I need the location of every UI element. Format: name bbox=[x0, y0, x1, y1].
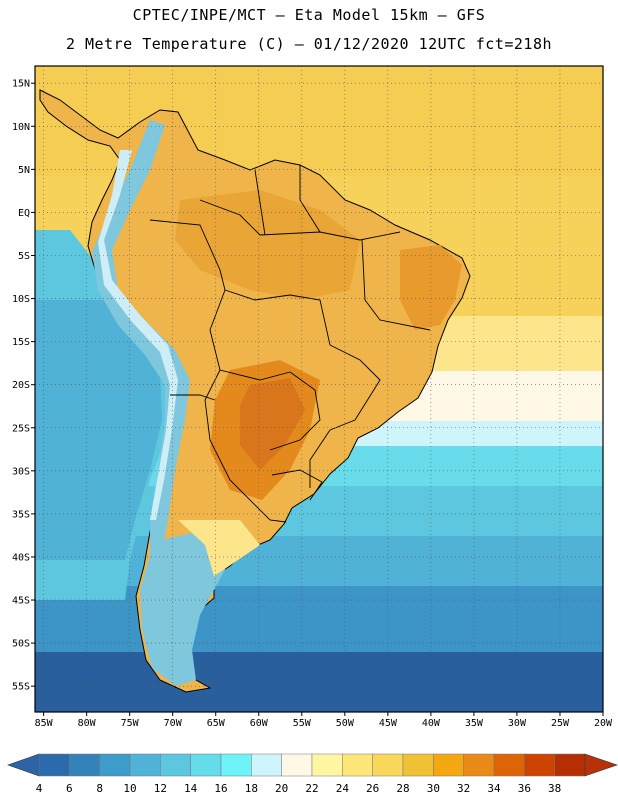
colorbar-swatch bbox=[160, 753, 191, 777]
hotter-region-chaco bbox=[240, 378, 305, 470]
hot-region-amazon bbox=[175, 190, 360, 300]
lat-label: 10S bbox=[12, 294, 30, 305]
colorbar-label: 6 bbox=[66, 782, 73, 795]
colorbar-label: 28 bbox=[396, 782, 409, 795]
colorbar-label: 38 bbox=[548, 782, 561, 795]
lon-label: 65W bbox=[207, 718, 226, 729]
colorbar-label: 8 bbox=[96, 782, 103, 795]
lon-label: 50W bbox=[336, 718, 355, 729]
lon-label: 85W bbox=[35, 718, 54, 729]
lon-label: 55W bbox=[293, 718, 312, 729]
lat-label: 5N bbox=[18, 165, 30, 176]
lat-label: 5S bbox=[18, 251, 30, 262]
lat-label: 25S bbox=[12, 423, 30, 434]
colorbar-under-arrow bbox=[7, 753, 40, 777]
colorbar-swatch bbox=[463, 753, 495, 777]
hot-region-nordeste bbox=[400, 245, 462, 330]
map-frame bbox=[34, 65, 604, 713]
lat-label: 15N bbox=[12, 79, 30, 90]
colorbar-label: 14 bbox=[184, 782, 198, 795]
lon-label: 30W bbox=[508, 718, 527, 729]
map-field bbox=[35, 66, 603, 712]
lat-label: 50S bbox=[12, 639, 30, 650]
colorbar-label: 32 bbox=[457, 782, 470, 795]
colorbar-swatch bbox=[69, 753, 100, 777]
lon-label: 75W bbox=[121, 718, 140, 729]
lat-label: 10N bbox=[12, 122, 30, 133]
patagonia-mild bbox=[178, 520, 260, 576]
lat-label: 20S bbox=[12, 380, 30, 391]
colorbar-swatch bbox=[190, 753, 222, 777]
colorbar-label: 24 bbox=[336, 782, 350, 795]
colorbar-swatch bbox=[372, 753, 404, 777]
colorbar-swatch bbox=[433, 753, 464, 777]
pacific-cool-water-2 bbox=[35, 300, 162, 560]
colorbar-swatch bbox=[342, 753, 373, 777]
longitude-labels: 85W 80W 75W 70W 65W 60W 55W 50W 45W 40W 35W 30W 25W 2… bbox=[35, 712, 613, 729]
colorbar-label: 20 bbox=[275, 782, 288, 795]
colorbar: 4 6 8 10 12 14 16 18 20 22 24 26 28 30 32 34 36 38 bbox=[7, 753, 618, 795]
patagonia-cool bbox=[140, 530, 230, 686]
lon-label: 35W bbox=[465, 718, 484, 729]
lon-label: 60W bbox=[250, 718, 269, 729]
colorbar-over-arrow bbox=[584, 753, 618, 777]
colorbar-label: 16 bbox=[214, 782, 227, 795]
lat-lon-grid bbox=[35, 66, 603, 712]
lon-label: 20W bbox=[594, 718, 613, 729]
lon-label: 70W bbox=[164, 718, 183, 729]
colorbar-swatch bbox=[281, 753, 313, 777]
colorbar-swatch bbox=[251, 753, 282, 777]
colorbar-label: 30 bbox=[427, 782, 440, 795]
lon-label: 80W bbox=[78, 718, 97, 729]
lon-label: 40W bbox=[422, 718, 441, 729]
colorbar-swatch bbox=[402, 753, 434, 777]
title-line-2: 2 Metre Temperature (C) – 01/12/2020 12U… bbox=[65, 35, 553, 53]
colorbar-label: 36 bbox=[518, 782, 531, 795]
colorbar-swatch bbox=[38, 753, 70, 777]
colorbar-label: 26 bbox=[366, 782, 379, 795]
latitude-labels: 15N 10N 5N EQ 5S 10S 15S 20S 25S 30S 35S 40S 45S 50S 5… bbox=[12, 79, 35, 693]
colorbar-swatch bbox=[311, 753, 343, 777]
lat-label: 15S bbox=[12, 337, 30, 348]
colorbar-swatch bbox=[493, 753, 525, 777]
lon-label: 25W bbox=[551, 718, 570, 729]
colorbar-label: 34 bbox=[487, 782, 501, 795]
colorbar-swatch bbox=[554, 753, 586, 777]
colorbar-label: 10 bbox=[123, 782, 136, 795]
colorbar-swatch bbox=[524, 753, 555, 777]
colorbar-swatch bbox=[99, 753, 131, 777]
lon-label: 45W bbox=[379, 718, 398, 729]
colorbar-swatch bbox=[129, 753, 161, 777]
colorbar-swatch bbox=[220, 753, 252, 777]
lat-label: 30S bbox=[12, 466, 30, 477]
lat-label: 40S bbox=[12, 552, 30, 563]
colorbar-label: 22 bbox=[305, 782, 318, 795]
lat-label: 45S bbox=[12, 596, 30, 607]
lat-label: 55S bbox=[12, 682, 30, 693]
colorbar-label: 18 bbox=[245, 782, 258, 795]
lat-label: EQ bbox=[18, 208, 30, 219]
colorbar-label: 4 bbox=[36, 782, 43, 795]
lat-label: 35S bbox=[12, 509, 30, 520]
colorbar-label: 12 bbox=[154, 782, 167, 795]
country-borders bbox=[149, 165, 431, 523]
title-line-1: CPTEC/INPE/MCT – Eta Model 15km – GFS bbox=[132, 6, 486, 24]
